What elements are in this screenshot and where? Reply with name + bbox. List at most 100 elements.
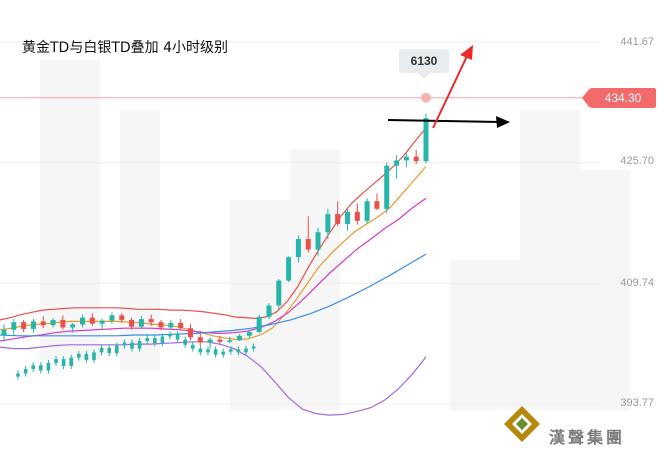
gold-candle <box>80 317 86 325</box>
gold-candle <box>413 156 419 162</box>
gold-candle <box>325 214 331 233</box>
silver-candle <box>16 373 20 377</box>
gold-candle <box>217 339 223 342</box>
silver-candle <box>115 345 119 354</box>
gold-candle <box>394 160 400 166</box>
gold-candle <box>305 239 311 250</box>
silver-candle <box>153 338 157 344</box>
gold-candle <box>295 239 301 258</box>
silver-candle <box>122 342 127 346</box>
silver-candle <box>99 347 104 353</box>
annotation-bubble: 6130 <box>399 49 449 79</box>
gold-candle <box>30 321 36 329</box>
brand-name: 漢聲集團 <box>549 428 626 447</box>
silver-candle <box>107 347 111 354</box>
gold-candle <box>266 305 272 317</box>
silver-candle <box>23 369 28 374</box>
gold-candle <box>187 328 193 338</box>
red-arrow-head <box>460 45 473 60</box>
gold-candle <box>60 319 66 328</box>
silver-candle <box>77 353 81 358</box>
gold-candle <box>246 331 252 336</box>
gold-candle <box>403 156 409 161</box>
upper-band-line <box>0 127 427 321</box>
y-tick-label: 425.70 <box>620 155 654 167</box>
ma-orange-line <box>0 166 427 341</box>
gold-candle <box>138 319 144 327</box>
silver-candle <box>61 359 66 366</box>
gold-candle <box>158 322 164 328</box>
silver-candle <box>236 349 241 353</box>
silver-candle <box>46 362 51 371</box>
y-tick-label: 393.77 <box>620 397 654 409</box>
gold-candle <box>119 315 125 320</box>
chart-title: 黄金TD与白银TD叠加 4小时级别 <box>22 40 229 56</box>
gold-candle <box>227 340 233 342</box>
gold-candle <box>315 232 321 250</box>
gold-candle <box>178 322 184 329</box>
gold-candle <box>276 280 282 306</box>
silver-candle <box>160 336 165 344</box>
silver-candle <box>191 344 195 349</box>
silver-candle <box>221 351 225 355</box>
ma-blue-line <box>0 253 427 337</box>
background-building <box>120 110 160 370</box>
gold-candle <box>109 315 115 321</box>
gold-candle <box>207 339 213 343</box>
silver-candle <box>54 359 58 363</box>
gold-candle <box>11 322 17 330</box>
silver-candle <box>39 365 43 371</box>
silver-candle <box>84 353 89 360</box>
silver-candle <box>69 357 73 366</box>
background-building <box>230 200 300 410</box>
gold-candle <box>21 322 27 329</box>
gold-candle <box>335 214 341 224</box>
gold-candle <box>237 335 243 341</box>
gold-candle <box>374 201 380 209</box>
gold-candle <box>129 319 135 327</box>
gold-candle <box>384 165 390 209</box>
gold-candle <box>50 319 56 326</box>
silver-candle <box>213 349 218 355</box>
silver-candle <box>31 365 35 370</box>
last-price-dot <box>421 92 431 103</box>
silver-candle <box>198 348 203 353</box>
gold-candle <box>344 211 350 224</box>
brand-logo-icon <box>516 418 528 430</box>
silver-candle <box>92 352 96 360</box>
lower-band-line <box>0 341 427 416</box>
silver-candle <box>168 334 172 337</box>
background-building <box>40 60 100 360</box>
gold-candle <box>148 319 154 323</box>
silver-candle <box>229 349 233 352</box>
gold-candle <box>423 118 429 162</box>
silver-candle <box>251 346 256 349</box>
gold-candle <box>1 329 7 336</box>
gold-candle <box>168 322 174 328</box>
black-arrow-line <box>387 119 501 123</box>
gold-candle <box>354 211 360 221</box>
ma-magenta-line <box>0 197 427 342</box>
background-building <box>290 150 340 410</box>
silver-candle <box>183 339 187 345</box>
gold-candle <box>89 317 95 324</box>
y-tick-label: 441.67 <box>620 36 654 48</box>
gold-candle <box>40 321 46 326</box>
black-arrow-head <box>496 116 510 128</box>
silver-candle <box>145 338 149 342</box>
silver-candle <box>244 348 248 353</box>
gold-candle <box>197 337 203 343</box>
silver-candle <box>175 334 180 340</box>
gold-candle <box>286 257 292 281</box>
silver-candle <box>137 341 142 349</box>
gold-candle <box>70 324 76 328</box>
silver-candle <box>130 342 134 349</box>
silver-candle <box>206 349 210 353</box>
gold-candle <box>99 320 105 324</box>
gold-candle <box>256 316 262 332</box>
background-building <box>450 260 520 410</box>
background-building <box>560 170 630 410</box>
y-tick-label: 409.74 <box>620 277 654 289</box>
